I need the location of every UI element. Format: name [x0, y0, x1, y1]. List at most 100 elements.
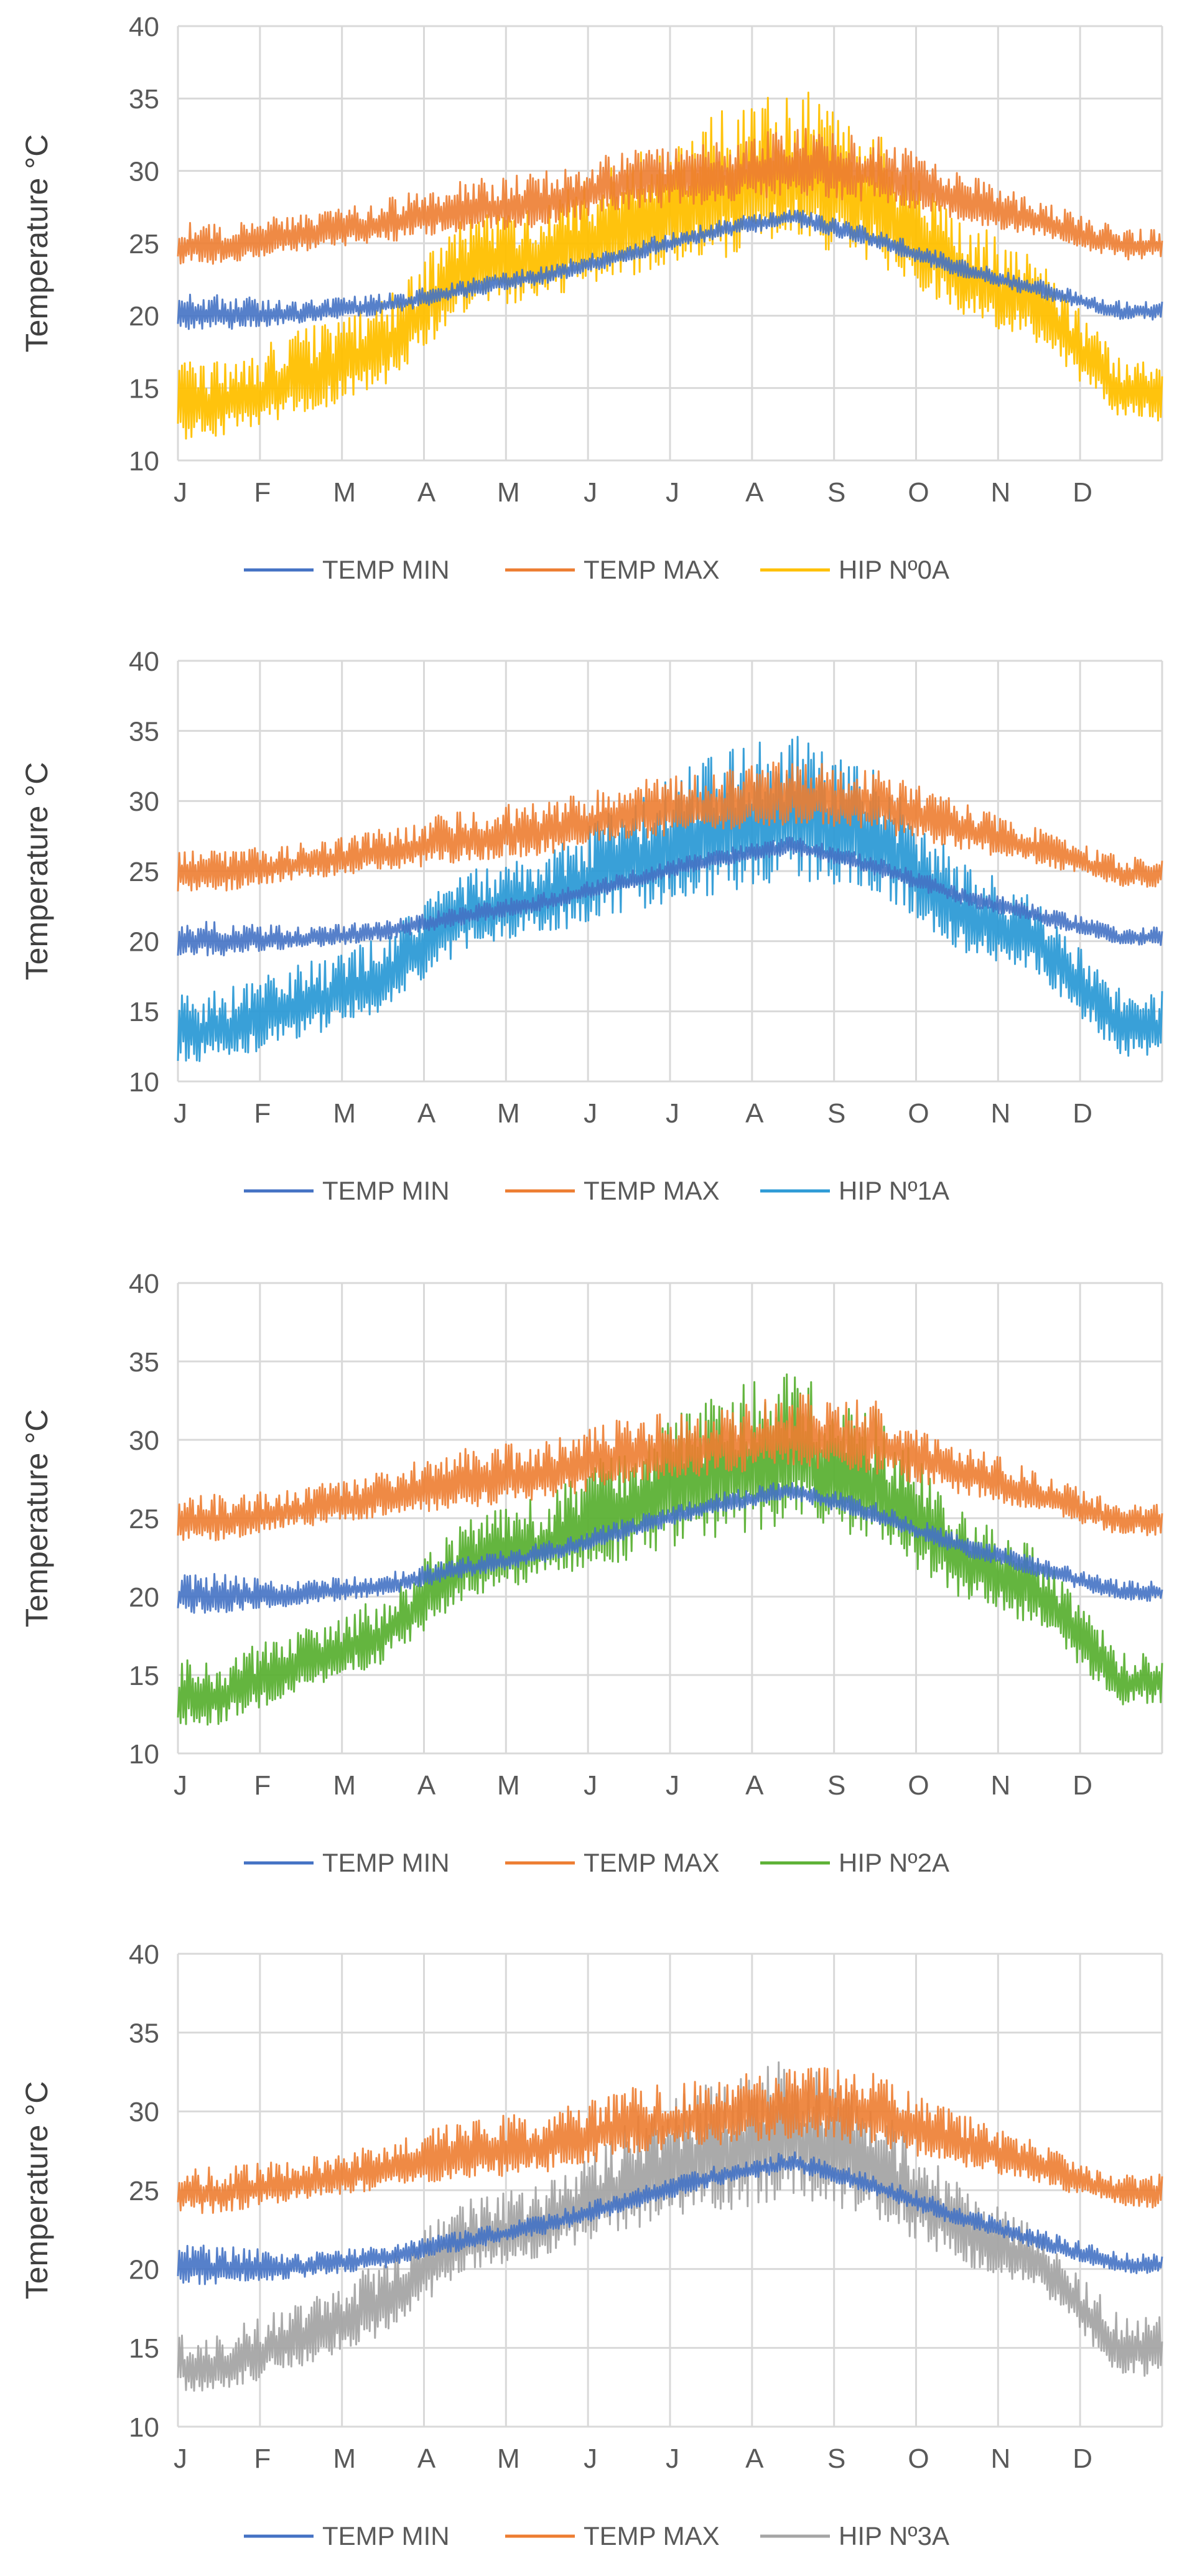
x-tick-label: M: [497, 477, 520, 508]
x-tick-label: A: [745, 477, 764, 508]
x-tick-label: A: [745, 1770, 764, 1801]
chart-panel-1: 10 15 20 25 30 35 40 J F M A M J J A S O N D Temperature °C…: [19, 646, 1163, 1205]
legend-label: TEMP MAX: [584, 1176, 720, 1205]
y-tick-label: 25: [129, 2176, 159, 2206]
y-tick-label: 35: [129, 84, 159, 114]
y-tick-label: 10: [129, 1739, 159, 1770]
x-tick-label: O: [908, 2443, 929, 2474]
x-tick-label: F: [254, 2443, 271, 2474]
x-tick-label: J: [174, 1098, 187, 1129]
y-axis-label: Temperature °C: [19, 134, 54, 353]
y-axis-label: Temperature °C: [19, 762, 54, 981]
x-tick-label: F: [254, 1770, 271, 1801]
x-tick-label: J: [174, 1770, 187, 1801]
y-tick-label: 35: [129, 717, 159, 747]
x-tick-label: A: [417, 1770, 436, 1801]
x-tick-label: A: [745, 2443, 764, 2474]
x-tick-label: J: [666, 1098, 679, 1129]
x-tick-label: J: [666, 2443, 679, 2474]
x-tick-label: M: [333, 1098, 356, 1129]
y-tick-label: 35: [129, 2018, 159, 2049]
x-tick-label: S: [827, 1770, 845, 1801]
x-tick-label: O: [908, 1098, 929, 1129]
y-tick-label: 10: [129, 2412, 159, 2443]
x-tick-label: J: [174, 2443, 187, 2474]
y-tick-label: 15: [129, 2333, 159, 2364]
series-line-0: [177, 2151, 1163, 2285]
y-tick-label: 25: [129, 229, 159, 259]
x-tick-label: O: [908, 1770, 929, 1801]
legend-label: TEMP MAX: [584, 1848, 720, 1877]
legend-label: HIP Nº1A: [839, 1176, 949, 1205]
x-tick-label: A: [745, 1098, 764, 1129]
series-line-1: [177, 1393, 1163, 1541]
y-tick-label: 15: [129, 997, 159, 1027]
y-tick-label: 15: [129, 1661, 159, 1691]
x-tick-label: M: [497, 1098, 520, 1129]
x-tick-label: S: [827, 2443, 845, 2474]
x-tick-label: D: [1073, 477, 1092, 508]
x-tick-label: M: [333, 1770, 356, 1801]
x-tick-label: A: [417, 1098, 436, 1129]
legend-label: TEMP MIN: [322, 2521, 450, 2550]
x-tick-label: A: [417, 477, 436, 508]
legend-label: HIP Nº3A: [839, 2521, 949, 2550]
y-tick-label: 20: [129, 927, 159, 958]
x-tick-label: D: [1073, 1770, 1092, 1801]
series-line-2: [177, 735, 1163, 1062]
y-tick-label: 20: [129, 2255, 159, 2285]
x-tick-label: N: [990, 477, 1010, 508]
x-tick-label: N: [990, 2443, 1010, 2474]
x-tick-label: M: [333, 477, 356, 508]
y-tick-label: 25: [129, 857, 159, 887]
x-tick-label: J: [584, 477, 597, 508]
x-tick-label: J: [584, 2443, 597, 2474]
y-tick-label: 20: [129, 1582, 159, 1613]
legend-label: TEMP MIN: [322, 555, 450, 584]
x-tick-label: O: [908, 477, 929, 508]
y-tick-label: 35: [129, 1347, 159, 1378]
series-line-2: [177, 2061, 1163, 2392]
legend-label: TEMP MAX: [584, 2521, 720, 2550]
y-tick-label: 30: [129, 1426, 159, 1456]
y-tick-label: 40: [129, 646, 159, 677]
y-tick-label: 40: [129, 12, 159, 42]
y-tick-label: 30: [129, 2097, 159, 2127]
x-tick-label: S: [827, 1098, 845, 1129]
x-tick-label: F: [254, 477, 271, 508]
y-tick-label: 40: [129, 1939, 159, 1970]
x-tick-label: J: [584, 1098, 597, 1129]
y-tick-label: 15: [129, 374, 159, 404]
series-line-1: [177, 2067, 1163, 2214]
y-tick-label: 30: [129, 786, 159, 817]
y-axis-label: Temperature °C: [19, 1409, 54, 1628]
chart-panel-3: 10 15 20 25 30 35 40 J F M A M J J A S O N D Temperature °C…: [19, 1939, 1163, 2550]
x-tick-label: D: [1073, 1098, 1092, 1129]
x-tick-label: D: [1073, 2443, 1092, 2474]
x-tick-label: J: [174, 477, 187, 508]
y-tick-label: 10: [129, 446, 159, 477]
x-tick-label: M: [497, 1770, 520, 1801]
legend-label: HIP Nº2A: [839, 1848, 949, 1877]
x-tick-label: M: [497, 2443, 520, 2474]
x-tick-label: J: [666, 477, 679, 508]
x-tick-label: S: [827, 477, 845, 508]
x-tick-label: N: [990, 1770, 1010, 1801]
x-tick-label: J: [666, 1770, 679, 1801]
x-tick-label: M: [333, 2443, 356, 2474]
series-line-1: [177, 128, 1163, 265]
y-tick-label: 30: [129, 157, 159, 187]
y-axis-label: Temperature °C: [19, 2081, 54, 2300]
legend-label: TEMP MAX: [584, 555, 720, 584]
legend-label: TEMP MIN: [322, 1848, 450, 1877]
legend-label: HIP Nº0A: [839, 555, 949, 584]
legend-label: TEMP MIN: [322, 1176, 450, 1205]
x-tick-label: A: [417, 2443, 436, 2474]
y-tick-label: 25: [129, 1504, 159, 1534]
chart-panel-2: 10 15 20 25 30 35 40 J F M A M J J A S O N D Temperature °C…: [19, 1269, 1163, 1877]
x-tick-label: J: [584, 1770, 597, 1801]
series-line-1: [177, 761, 1163, 892]
x-tick-label: N: [990, 1098, 1010, 1129]
y-tick-label: 10: [129, 1067, 159, 1098]
